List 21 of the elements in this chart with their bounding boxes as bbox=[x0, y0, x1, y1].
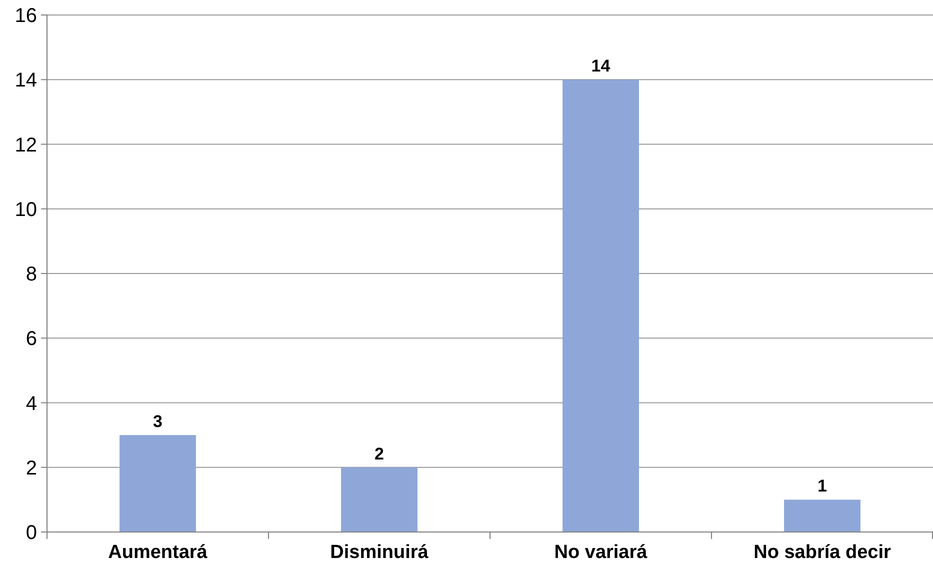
data-label: 3 bbox=[153, 412, 162, 432]
y-tick-label: 14 bbox=[14, 70, 37, 92]
y-tick-label: 4 bbox=[26, 392, 37, 415]
y-tick-label: 8 bbox=[26, 264, 37, 286]
bar bbox=[784, 500, 860, 532]
x-tick-label: No sabría decir bbox=[754, 542, 892, 563]
x-tick-label: Disminuirá bbox=[330, 542, 429, 563]
y-tick-label: 0 bbox=[26, 522, 37, 544]
bar bbox=[562, 80, 639, 532]
y-tick-label: 16 bbox=[14, 5, 37, 27]
data-label: 14 bbox=[591, 56, 611, 76]
y-tick-label: 12 bbox=[14, 134, 37, 156]
bar bbox=[120, 435, 196, 532]
data-label: 1 bbox=[818, 476, 827, 496]
x-tick-label: No variará bbox=[554, 542, 648, 563]
bar bbox=[341, 467, 418, 532]
y-tick-label: 10 bbox=[14, 198, 37, 221]
data-label: 2 bbox=[374, 444, 384, 464]
x-tick-label: Aumentará bbox=[108, 542, 208, 563]
y-tick-label: 2 bbox=[26, 457, 37, 480]
y-tick-label: 6 bbox=[26, 328, 37, 350]
